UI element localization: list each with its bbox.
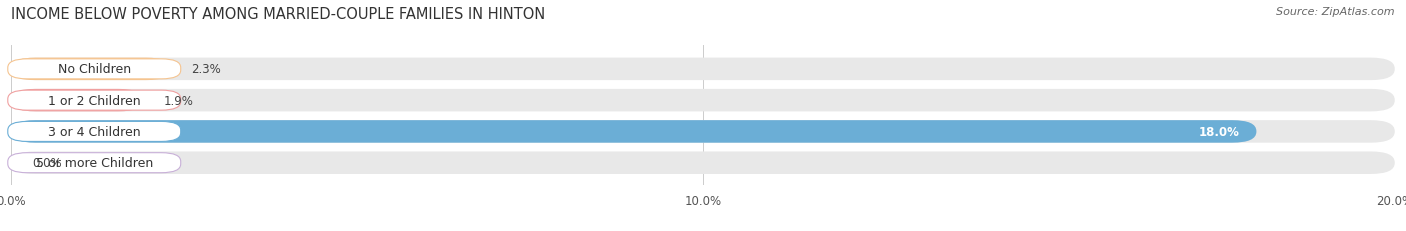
FancyBboxPatch shape	[11, 58, 1395, 81]
FancyBboxPatch shape	[8, 91, 181, 111]
FancyBboxPatch shape	[11, 89, 1395, 112]
Text: 5 or more Children: 5 or more Children	[35, 157, 153, 170]
Text: INCOME BELOW POVERTY AMONG MARRIED-COUPLE FAMILIES IN HINTON: INCOME BELOW POVERTY AMONG MARRIED-COUPL…	[11, 7, 546, 22]
FancyBboxPatch shape	[8, 60, 181, 79]
Text: 0.0%: 0.0%	[32, 157, 62, 170]
Text: 18.0%: 18.0%	[1198, 125, 1239, 138]
Text: No Children: No Children	[58, 63, 131, 76]
FancyBboxPatch shape	[11, 121, 1395, 143]
FancyBboxPatch shape	[11, 152, 1395, 174]
Text: 1 or 2 Children: 1 or 2 Children	[48, 94, 141, 107]
FancyBboxPatch shape	[8, 122, 181, 142]
FancyBboxPatch shape	[11, 89, 142, 112]
FancyBboxPatch shape	[11, 58, 170, 81]
FancyBboxPatch shape	[8, 153, 181, 173]
Text: 2.3%: 2.3%	[191, 63, 221, 76]
Text: 1.9%: 1.9%	[163, 94, 193, 107]
Text: Source: ZipAtlas.com: Source: ZipAtlas.com	[1277, 7, 1395, 17]
FancyBboxPatch shape	[11, 121, 1257, 143]
Text: 3 or 4 Children: 3 or 4 Children	[48, 125, 141, 138]
